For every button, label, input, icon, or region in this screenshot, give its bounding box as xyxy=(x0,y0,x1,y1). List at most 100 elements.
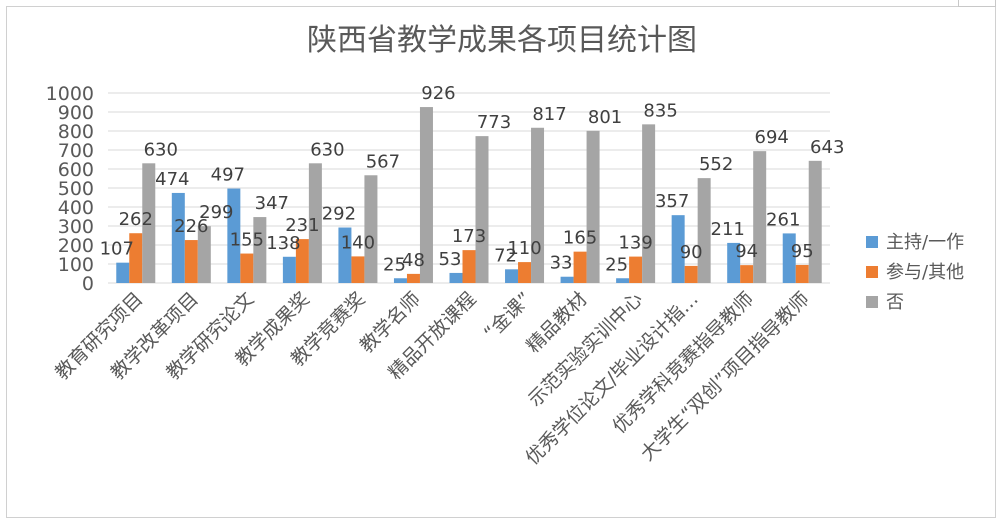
data-label: 630 xyxy=(310,139,344,160)
y-tick-label: 1000 xyxy=(46,83,94,105)
legend-swatch xyxy=(866,296,878,308)
bar-2-7 xyxy=(462,250,476,283)
chart-title: 陕西省教学成果各项目统计图 xyxy=(307,23,697,58)
data-label: 138 xyxy=(266,233,300,254)
data-label: 110 xyxy=(507,238,541,259)
data-label: 173 xyxy=(452,226,486,247)
bar-2-4 xyxy=(295,239,309,283)
data-label: 25 xyxy=(605,254,628,275)
bar-2-12 xyxy=(740,265,754,283)
bar-2-3 xyxy=(240,253,254,283)
bar-2-8 xyxy=(518,262,532,283)
bar-3-6 xyxy=(419,107,433,283)
bar-3-1 xyxy=(142,163,156,283)
bar-3-7 xyxy=(475,136,489,283)
legend-label: 主持/一作 xyxy=(886,232,964,253)
data-label: 25 xyxy=(383,254,406,275)
data-label: 90 xyxy=(680,242,703,263)
bar-1-5 xyxy=(338,227,352,283)
data-label: 801 xyxy=(588,107,622,128)
bar-2-10 xyxy=(629,256,643,283)
data-label: 94 xyxy=(735,241,758,262)
bar-1-2 xyxy=(171,192,185,283)
data-label: 165 xyxy=(563,228,597,249)
y-tick-label: 700 xyxy=(58,140,94,162)
data-label: 773 xyxy=(477,112,511,133)
data-label: 48 xyxy=(402,250,425,271)
bar-3-11 xyxy=(697,178,711,283)
y-tick-label: 100 xyxy=(58,254,94,276)
y-tick-label: 800 xyxy=(58,121,94,143)
data-label: 817 xyxy=(532,104,566,125)
data-label: 694 xyxy=(755,127,789,148)
window-corner-tab xyxy=(958,0,996,7)
data-label: 53 xyxy=(439,249,462,270)
bar-2-11 xyxy=(684,265,698,283)
data-label: 552 xyxy=(699,154,733,175)
data-label: 926 xyxy=(421,83,455,104)
data-label: 262 xyxy=(119,209,153,230)
data-label: 226 xyxy=(174,216,208,237)
legend-label: 否 xyxy=(886,292,904,313)
data-label: 211 xyxy=(711,219,745,240)
data-label: 497 xyxy=(211,165,245,186)
y-tick-label: 0 xyxy=(82,273,94,295)
data-label: 643 xyxy=(810,137,844,158)
data-label: 835 xyxy=(643,100,677,121)
data-label: 299 xyxy=(199,202,233,223)
bar-3-4 xyxy=(308,163,322,283)
data-label: 72 xyxy=(494,245,517,266)
bar-3-8 xyxy=(531,127,545,284)
data-label: 357 xyxy=(655,191,689,212)
bar-3-5 xyxy=(364,175,378,283)
data-label: 140 xyxy=(341,232,375,253)
y-tick-label: 600 xyxy=(58,159,94,181)
data-label: 155 xyxy=(230,230,264,251)
bar-3-3 xyxy=(253,217,267,283)
bar-1-8 xyxy=(505,269,519,283)
bar-2-6 xyxy=(406,273,420,283)
bar-3-10 xyxy=(642,124,656,283)
legend-swatch xyxy=(866,236,878,248)
y-tick-label: 300 xyxy=(58,216,94,238)
data-label: 33 xyxy=(550,253,573,274)
bar-1-11 xyxy=(671,215,685,283)
bar-2-9 xyxy=(573,251,587,283)
bar-3-12 xyxy=(753,151,767,283)
data-label: 292 xyxy=(322,204,356,225)
data-label: 567 xyxy=(366,151,400,172)
bar-1-1 xyxy=(116,262,130,283)
bar-1-6 xyxy=(393,278,407,283)
bar-2-5 xyxy=(351,256,365,283)
bar-1-13 xyxy=(782,233,796,283)
data-label: 139 xyxy=(618,233,652,254)
bar-2-2 xyxy=(184,240,198,283)
bar-2-1 xyxy=(129,233,143,283)
data-label: 630 xyxy=(144,139,178,160)
bar-3-2 xyxy=(197,226,211,283)
legend-label: 参与/其他 xyxy=(886,262,964,283)
bar-1-9 xyxy=(560,276,574,283)
data-label: 474 xyxy=(155,169,189,190)
data-label: 347 xyxy=(255,193,289,214)
y-tick-label: 400 xyxy=(58,197,94,219)
bar-1-12 xyxy=(727,242,741,283)
bar-1-10 xyxy=(616,278,630,283)
y-tick-label: 200 xyxy=(58,235,94,257)
y-tick-label: 500 xyxy=(58,178,94,200)
bar-2-13 xyxy=(795,264,809,283)
chart-frame xyxy=(6,6,996,518)
data-label: 107 xyxy=(100,239,134,260)
bar-1-3 xyxy=(227,188,241,283)
bar-3-13 xyxy=(808,160,822,283)
bar-3-9 xyxy=(586,130,600,283)
data-label: 95 xyxy=(791,241,814,262)
y-tick-label: 900 xyxy=(58,102,94,124)
bars xyxy=(116,107,822,284)
bar-1-7 xyxy=(449,272,463,283)
